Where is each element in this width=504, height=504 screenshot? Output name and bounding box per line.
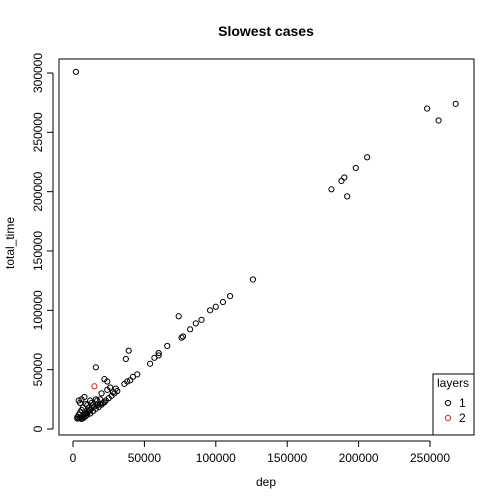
data-point-layer-1: [179, 333, 187, 340]
legend-box: [432, 373, 475, 436]
data-point-layer-1: [107, 384, 114, 391]
data-point-layer-1: [82, 400, 89, 408]
x-tick-label: 250000: [410, 451, 450, 465]
data-point-layer-1: [121, 380, 128, 388]
data-point-layer-1: [112, 385, 119, 392]
legend-marker-2: [444, 414, 452, 422]
data-point-layer-1: [125, 347, 132, 354]
data-point-layer-1: [72, 68, 79, 75]
data-point-layer-1: [122, 355, 129, 363]
data-point-layer-1: [206, 307, 214, 314]
data-point-layer-1: [164, 342, 171, 350]
data-point-layer-1: [94, 397, 101, 404]
y-axis: 0 50000 100000 150000 200000 250000 300000: [31, 53, 54, 432]
data-point-layer-1: [92, 364, 99, 371]
x-tick-label: 200000: [339, 451, 379, 465]
data-point-layer-1: [187, 326, 194, 333]
x-tick-label: 0: [70, 451, 77, 465]
y-tick-label: 100000: [31, 290, 45, 330]
data-points: [72, 68, 459, 423]
data-point-layer-1: [85, 404, 92, 411]
data-point-layer-1: [155, 349, 162, 357]
y-tick-label: 50000: [31, 353, 45, 387]
y-tick-label: 250000: [31, 112, 45, 152]
chart-title: Slowest cases: [218, 23, 314, 39]
data-point-layer-1: [127, 377, 134, 384]
data-point-layer-1: [175, 313, 182, 320]
data-point-layer-1: [88, 399, 95, 406]
legend-label-1: 1: [459, 396, 466, 410]
legend-label-2: 2: [459, 411, 466, 425]
legend-title: layers: [437, 376, 469, 390]
x-axis: 0 50000 100000 150000 200000 250000: [70, 440, 450, 465]
data-point-layer-2: [91, 383, 98, 390]
data-point-layer-1: [341, 174, 348, 181]
data-point-layer-1: [129, 373, 137, 380]
data-point-layer-1: [352, 164, 359, 172]
y-tick-label: 0: [31, 425, 45, 432]
data-point-layer-1: [74, 414, 81, 421]
legend: layers 1 2: [432, 373, 475, 436]
y-tick-label: 200000: [31, 171, 45, 211]
y-tick-label: 150000: [31, 231, 45, 271]
data-point-layer-1: [424, 105, 431, 112]
data-point-layer-1: [344, 193, 351, 200]
data-point-layer-1: [192, 320, 199, 327]
x-axis-label: dep: [256, 475, 276, 489]
y-axis-label: total_time: [3, 217, 17, 269]
data-point-layer-1: [338, 177, 345, 185]
x-tick-label: 150000: [267, 451, 307, 465]
data-point-layer-1: [435, 117, 442, 124]
data-point-layer-1: [249, 276, 257, 283]
data-point-layer-1: [97, 396, 104, 403]
data-point-layer-1: [101, 376, 108, 383]
data-point-layer-1: [92, 396, 99, 403]
y-tick-label: 300000: [31, 53, 45, 93]
data-point-layer-1: [151, 354, 158, 361]
plot-frame: [58, 58, 475, 436]
data-point-layer-1: [178, 334, 185, 341]
data-point-layer-1: [147, 360, 154, 367]
data-point-layer-1: [81, 393, 88, 401]
data-point-layer-1: [226, 292, 234, 300]
data-point-layer-1: [212, 303, 219, 310]
data-point-layer-1: [75, 397, 82, 404]
x-tick-label: 100000: [196, 451, 236, 465]
data-point-layer-1: [328, 186, 335, 193]
data-point-layer-1: [364, 154, 371, 161]
data-point-layer-1: [452, 100, 459, 107]
legend-marker-1: [444, 399, 452, 407]
data-point-layer-1: [101, 399, 108, 406]
x-tick-label: 50000: [128, 451, 162, 465]
data-point-layer-1: [98, 390, 105, 397]
data-point-layer-1: [219, 298, 227, 306]
data-point-layer-1: [198, 316, 205, 323]
